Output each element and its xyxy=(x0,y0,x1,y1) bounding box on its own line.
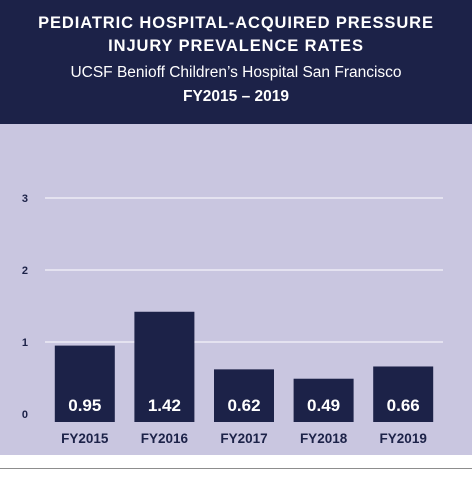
bar-FY2015 xyxy=(54,345,115,422)
bar-FY2017 xyxy=(214,369,274,422)
bar-FY2018 xyxy=(293,378,354,422)
data-label: 0.66 xyxy=(387,396,420,415)
bar-FY2019 xyxy=(373,366,434,422)
y-tick-label: 1 xyxy=(22,337,28,349)
x-tick-label: FY2017 xyxy=(220,431,267,446)
x-tick-label: FY2018 xyxy=(300,431,348,446)
chart-subtitle: UCSF Benioff Children’s Hospital San Fra… xyxy=(70,64,402,81)
x-tick-label: FY2015 xyxy=(61,431,109,446)
data-label: 0.95 xyxy=(68,396,101,415)
y-tick-label: 0 xyxy=(22,409,28,421)
y-tick-label: 2 xyxy=(22,265,28,277)
data-label: 0.49 xyxy=(307,396,340,415)
chart-header: PEDIATRIC HOSPITAL-ACQUIRED PRESSURE INJ… xyxy=(0,0,472,124)
data-label: 1.42 xyxy=(148,396,181,415)
chart-period: FY2015 – 2019 xyxy=(182,88,289,105)
x-tick-label: FY2016 xyxy=(141,431,189,446)
data-label: 0.62 xyxy=(227,396,260,415)
bar-FY2016 xyxy=(134,311,195,422)
chart-title: PEDIATRIC HOSPITAL-ACQUIRED PRESSURE INJ… xyxy=(0,12,472,58)
divider-line xyxy=(0,468,472,469)
x-tick-label: FY2019 xyxy=(380,431,427,446)
y-tick-label: 3 xyxy=(22,193,28,205)
title-line-2: INJURY PREVALENCE RATES xyxy=(108,37,364,55)
title-line-1: PEDIATRIC HOSPITAL-ACQUIRED PRESSURE xyxy=(38,14,434,32)
